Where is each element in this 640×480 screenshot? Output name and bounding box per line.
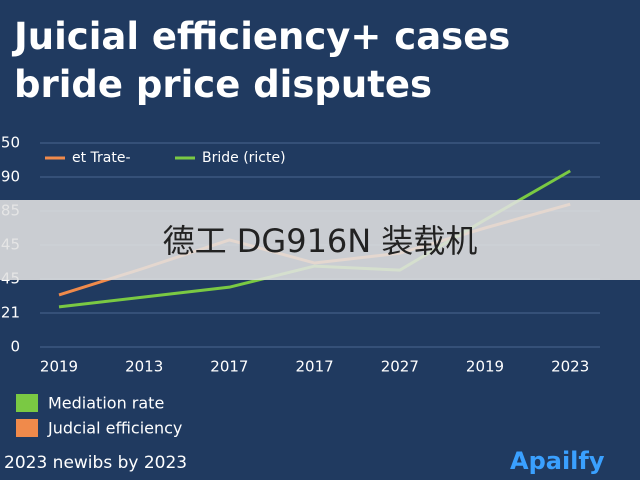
brand: Apailfy xyxy=(510,447,605,475)
legend-label: Mediation rate xyxy=(48,394,164,413)
legend-label: et Trate- xyxy=(72,150,131,166)
x-tick-label: 2013 xyxy=(125,358,163,376)
legend-label: Judcial efficiency xyxy=(47,419,182,438)
x-tick-label: 2027 xyxy=(381,358,419,376)
footer: 2023 newibs by 2023 xyxy=(4,453,187,473)
x-tick-label: 2017 xyxy=(210,358,248,376)
y-tick-label: 0 xyxy=(10,338,20,356)
legend-label: Bride (ricte) xyxy=(202,150,286,166)
y-tick-label: 90 xyxy=(1,168,20,186)
legend-swatch xyxy=(16,394,38,412)
overlay-band xyxy=(0,200,640,280)
overlay-text: 德工 DG916N 装载机 xyxy=(163,222,478,260)
x-tick-label: 2019 xyxy=(466,358,504,376)
y-tick-label: 50 xyxy=(1,134,20,152)
x-tick-label: 2019 xyxy=(40,358,78,376)
x-tick-label: 2023 xyxy=(551,358,589,376)
y-tick-label: 21 xyxy=(1,304,20,322)
chart-title: Juicial efficiency+ cases bride price dis… xyxy=(11,15,510,106)
legend-swatch xyxy=(16,419,38,437)
x-tick-label: 2017 xyxy=(296,358,334,376)
